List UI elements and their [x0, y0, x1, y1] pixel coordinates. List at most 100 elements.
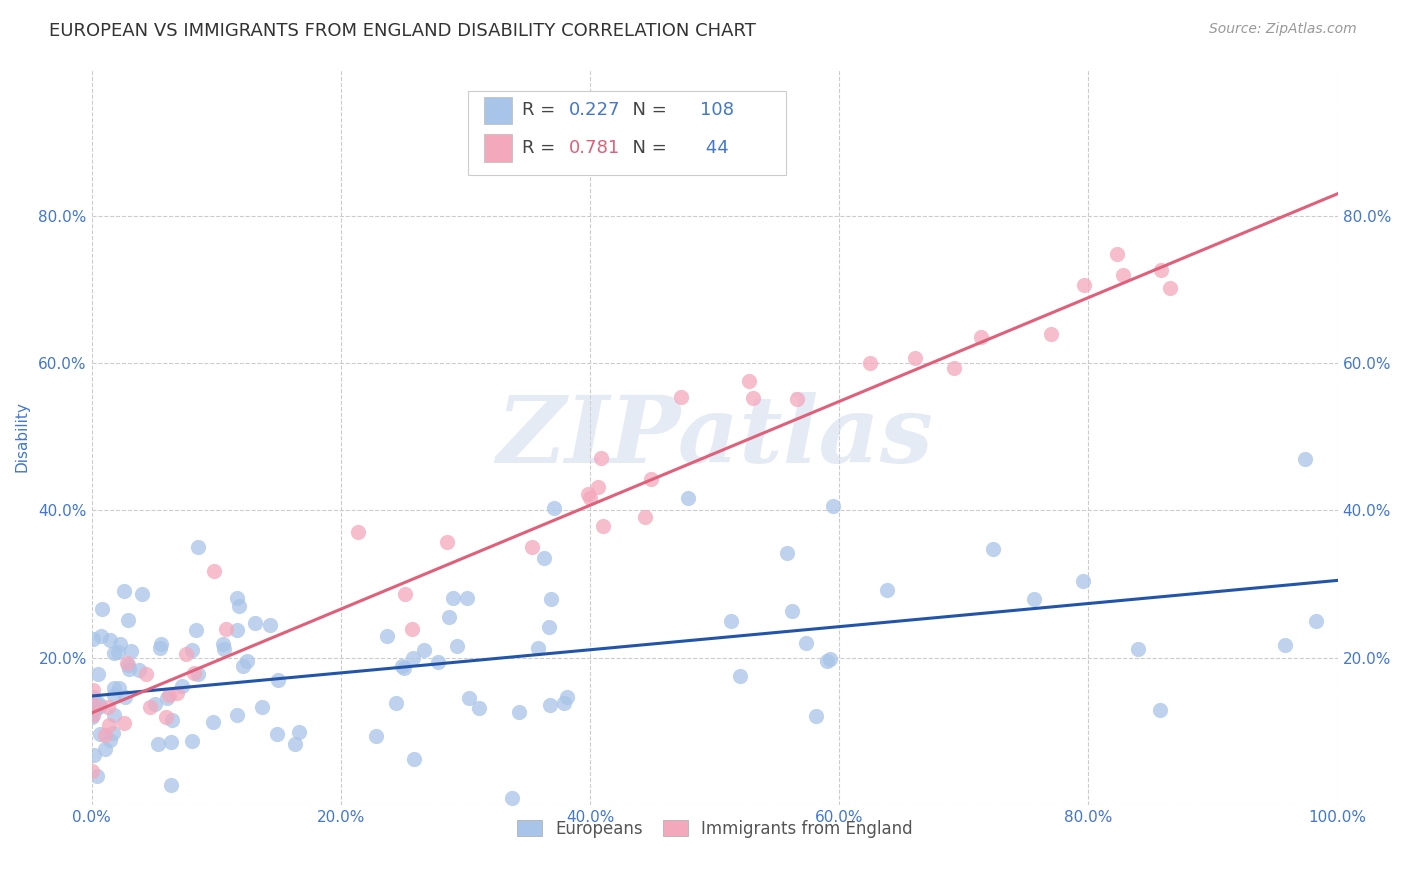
Text: R =: R =	[522, 139, 561, 157]
Point	[80, 708, 103, 723]
Point	[89, 698, 111, 713]
Point	[377, 629, 399, 643]
Point	[80, 709, 103, 723]
Point	[120, 644, 142, 658]
Point	[804, 709, 827, 723]
Point	[586, 480, 609, 494]
Point	[436, 535, 458, 549]
Point	[259, 617, 281, 632]
Point	[117, 613, 139, 627]
Point	[150, 637, 173, 651]
Point	[538, 698, 561, 712]
Point	[87, 696, 110, 710]
Point	[202, 564, 225, 578]
Point	[817, 654, 839, 668]
Point	[437, 610, 460, 624]
Point	[149, 640, 172, 655]
Point	[83, 703, 105, 717]
Point	[90, 628, 112, 642]
Point	[823, 499, 845, 513]
Point	[84, 702, 107, 716]
Point	[578, 487, 600, 501]
Point	[117, 658, 139, 673]
Point	[187, 541, 209, 555]
Point	[110, 637, 132, 651]
Point	[236, 654, 259, 668]
Point	[522, 540, 544, 554]
FancyBboxPatch shape	[468, 91, 786, 176]
Point	[226, 591, 249, 605]
Point	[84, 698, 107, 712]
Text: 44: 44	[700, 139, 728, 157]
Point	[1071, 574, 1094, 589]
Point	[737, 375, 759, 389]
Point	[135, 667, 157, 681]
Y-axis label: Disability: Disability	[15, 401, 30, 472]
Text: N =: N =	[621, 102, 672, 120]
Point	[107, 645, 129, 659]
Point	[228, 599, 250, 613]
Legend: Europeans, Immigrants from England: Europeans, Immigrants from England	[510, 814, 920, 845]
Point	[441, 591, 464, 605]
Point	[94, 728, 117, 742]
Point	[232, 658, 254, 673]
Point	[592, 519, 614, 533]
Point	[385, 696, 408, 710]
Point	[401, 623, 423, 637]
Text: R =: R =	[522, 102, 561, 120]
Point	[114, 690, 136, 704]
Point	[160, 713, 183, 727]
Point	[176, 647, 198, 661]
Point	[108, 681, 131, 696]
Point	[146, 737, 169, 751]
Point	[166, 686, 188, 700]
Point	[391, 659, 413, 673]
Point	[266, 726, 288, 740]
Point	[89, 727, 111, 741]
Point	[157, 688, 180, 702]
Point	[112, 715, 135, 730]
Point	[82, 632, 104, 646]
Point	[103, 708, 125, 723]
Point	[780, 604, 803, 618]
Point	[266, 673, 288, 687]
Point	[82, 698, 104, 713]
Point	[1040, 327, 1063, 342]
Point	[82, 708, 104, 723]
Point	[82, 683, 104, 698]
Point	[720, 615, 742, 629]
Point	[1150, 263, 1173, 277]
Point	[427, 656, 450, 670]
Point	[212, 642, 235, 657]
Point	[131, 586, 153, 600]
Point	[859, 356, 882, 370]
Point	[112, 584, 135, 599]
FancyBboxPatch shape	[484, 134, 512, 162]
Point	[728, 668, 751, 682]
Point	[676, 491, 699, 505]
Point	[226, 623, 249, 637]
Point	[156, 690, 179, 705]
Point	[1159, 281, 1181, 295]
Point	[143, 698, 166, 712]
Point	[97, 699, 120, 714]
Point	[211, 637, 233, 651]
Point	[579, 491, 602, 505]
Point	[183, 665, 205, 680]
Point	[640, 472, 662, 486]
Point	[1073, 277, 1095, 292]
Text: Source: ZipAtlas.com: Source: ZipAtlas.com	[1209, 22, 1357, 37]
Point	[1294, 452, 1316, 467]
Point	[98, 633, 121, 648]
Point	[786, 392, 808, 406]
Point	[1305, 614, 1327, 628]
Point	[180, 643, 202, 657]
Point	[82, 690, 104, 705]
Point	[1105, 247, 1128, 261]
Point	[1149, 703, 1171, 717]
Point	[669, 390, 692, 404]
Point	[543, 500, 565, 515]
Text: 0.227: 0.227	[569, 102, 620, 120]
Point	[634, 509, 657, 524]
Point	[904, 351, 927, 366]
